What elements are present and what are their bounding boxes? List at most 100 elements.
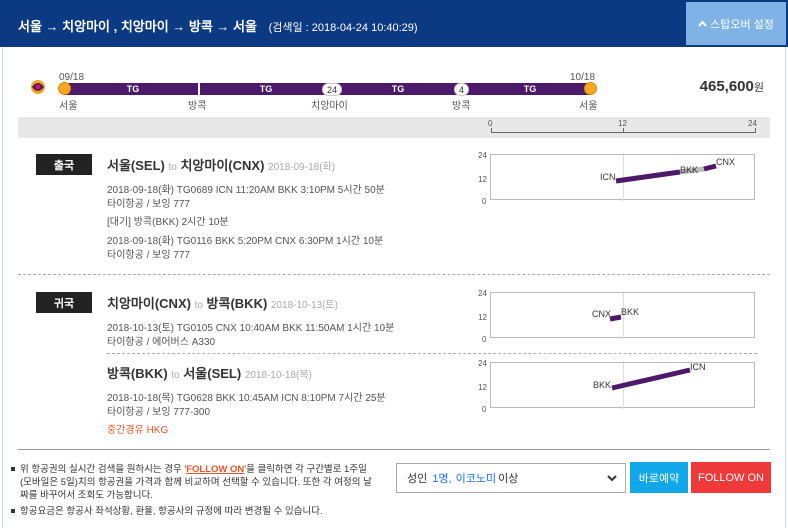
to-word: to (168, 162, 177, 173)
inbound-chart-1-bars (609, 314, 622, 322)
layover-info: [대기] 방콕(BKK) 2시간 10분 (107, 217, 229, 228)
scale-label: 0 (488, 119, 493, 128)
note-text: '을 클릭하면 각 구간별로 1주일(모바일은 5일)치의 항공권을 가격과 함… (20, 464, 372, 501)
timeline-city: 서울 (579, 101, 598, 112)
timeline-city: 방콕 (452, 101, 471, 112)
segment-origin: 서울(SEL) (107, 158, 165, 173)
aircraft-info: 타이항공 / 보잉 777 (107, 199, 190, 210)
passenger-class-select[interactable]: 성인 1명, 이코노미 이상 (396, 463, 626, 493)
hour-scale-band (18, 117, 770, 138)
book-now-button[interactable]: 바로예약 (630, 462, 688, 493)
flight-detail: 2018-10-13(토) TG0105 CNX 10:40AM BKK 11:… (107, 323, 395, 334)
chart-y-label: 12 (478, 313, 487, 322)
note-text: 위 항공권의 실시간 검색을 원하시는 경우 ' (20, 464, 187, 475)
segment-date: 2018-10-18(목) (244, 370, 312, 381)
timeline-city: 치앙마이 (311, 101, 348, 112)
footer-divider (18, 449, 770, 450)
footer-note-followon: 위 항공권의 실시간 검색을 원하시는 경우 'FOLLOW ON'을 클릭하면… (11, 463, 375, 502)
segment-date: 2018-10-13(토) (270, 300, 338, 311)
segment-destination: 서울(SEL) (183, 366, 242, 381)
to-word: to (171, 370, 180, 381)
select-class: 이코노미 (455, 473, 497, 485)
chevron-up-icon (698, 20, 707, 27)
aircraft-info: 타이항공 / 에어버스 A330 (107, 337, 216, 348)
bullet (11, 509, 15, 513)
chart-y-label: 0 (482, 335, 487, 344)
flight-bar (615, 169, 681, 184)
chart-y-label: 24 (478, 151, 487, 160)
scale-tick (755, 128, 756, 133)
segment-origin: 방콕(BKK) (107, 366, 168, 381)
chart-frame (490, 154, 755, 201)
scale-tick (623, 128, 624, 133)
airport-code: CNX (592, 309, 612, 319)
stay-hours-badge: 4 (454, 83, 470, 96)
chevron-down-icon (607, 475, 617, 482)
route-title: 서울 → 치앙마이 , 치앙마이 → 방콕 → 서울 (검색일 : 2018-0… (18, 16, 418, 35)
scale-label: 24 (748, 119, 757, 128)
segment-origin: 치앙마이(CNX) (107, 296, 191, 311)
price-value: 465,600 (699, 78, 754, 95)
timeline-segment-airline: TG (259, 84, 273, 94)
section-divider (18, 274, 770, 275)
segment-date: 2018-09-18(화) (268, 162, 336, 173)
page-header: 서울 → 치앙마이 , 치앙마이 → 방콕 → 서울 (검색일 : 2018-0… (0, 0, 788, 47)
chart-midline (623, 293, 624, 339)
outbound-segment-title: 서울(SEL) to 치앙마이(CNX) 2018-09-18(화) (107, 155, 335, 174)
segment-divider (107, 353, 757, 354)
timeline-divider (198, 83, 200, 95)
chart-y-label: 0 (482, 405, 487, 414)
chart-frame (490, 292, 755, 339)
inbound-segment-title: 방콕(BKK) to 서울(SEL) 2018-10-18(목) (107, 363, 312, 382)
flight-bar (611, 367, 691, 391)
airport-code: BKK (621, 307, 640, 317)
chart-y-label: 24 (478, 289, 487, 298)
follow-on-button[interactable]: FOLLOW ON (691, 462, 771, 493)
scale-label: 12 (618, 119, 627, 128)
flight-detail: 2018-09-18(화) TG0689 ICN 11:20AM BKK 3:1… (107, 185, 385, 196)
flight-bar (609, 314, 622, 322)
airport-code: BKK (680, 165, 699, 175)
select-adult: 성인 (407, 473, 428, 485)
timeline-segment-airline: TG (126, 84, 140, 94)
timeline-segment-airline: TG (391, 84, 405, 94)
bullet (11, 467, 15, 471)
chart-y-label: 24 (478, 359, 487, 368)
airport-code: BKK (593, 380, 612, 390)
flight-bar (703, 163, 717, 172)
select-count: 1명, (432, 473, 452, 485)
total-price: 465,600원 (700, 78, 764, 95)
inbound-chart-1: 24 12 0 CNX BKK (478, 289, 758, 344)
outbound-chart-bars (615, 163, 717, 184)
scale-tick (491, 128, 492, 133)
timeline-segment-airline: TG (523, 84, 537, 94)
timeline-start-dot (58, 82, 71, 95)
inbound-badge: 귀국 (36, 292, 92, 313)
stopover-settings-button[interactable]: 스탑오버 설정 (686, 2, 786, 45)
stopover-label: 스탑오버 설정 (710, 18, 774, 31)
note-text: 항공요금은 항공사 좌석상황, 환율, 항공사의 규정에 따라 변경될 수 있습… (20, 506, 323, 517)
segment-destination: 방콕(BKK) (206, 296, 268, 311)
airport-code: ICN (690, 362, 706, 372)
aircraft-info: 타이항공 / 보잉 777-300 (107, 407, 211, 418)
segment-destination: 치앙마이(CNX) (180, 158, 265, 173)
timeline-start-date: 09/18 (59, 72, 85, 83)
footer-note-fare: 항공요금은 항공사 좌석상황, 환율, 항공사의 규정에 따라 변경될 수 있습… (11, 505, 375, 518)
to-word: to (194, 300, 203, 311)
follow-on-highlight: FOLLOW ON (186, 464, 245, 475)
flight-detail: 2018-09-18(화) TG0116 BKK 5:20PM CNX 6:30… (107, 236, 384, 247)
inbound-chart-2: 24 12 0 BKK ICN (478, 359, 758, 414)
select-suffix: 이상 (498, 473, 519, 485)
aircraft-info: 타이항공 / 보잉 777 (107, 250, 190, 261)
result-card (2, 47, 786, 528)
chart-y-label: 12 (478, 383, 487, 392)
search-date: (검색일 : 2018-04-24 10:40:29) (268, 22, 418, 34)
outbound-badge: 출국 (36, 154, 92, 175)
inbound-chart-2-bars (611, 367, 691, 391)
price-currency: 원 (753, 82, 764, 94)
airport-code: ICN (600, 172, 616, 182)
stopover-info: 중간경유 HKG (107, 425, 169, 436)
flight-detail: 2018-10-18(목) TG0628 BKK 10:45AM ICN 8:1… (107, 393, 386, 404)
stay-hours-badge: 24 (322, 83, 343, 96)
timeline-city: 서울 (59, 101, 78, 112)
